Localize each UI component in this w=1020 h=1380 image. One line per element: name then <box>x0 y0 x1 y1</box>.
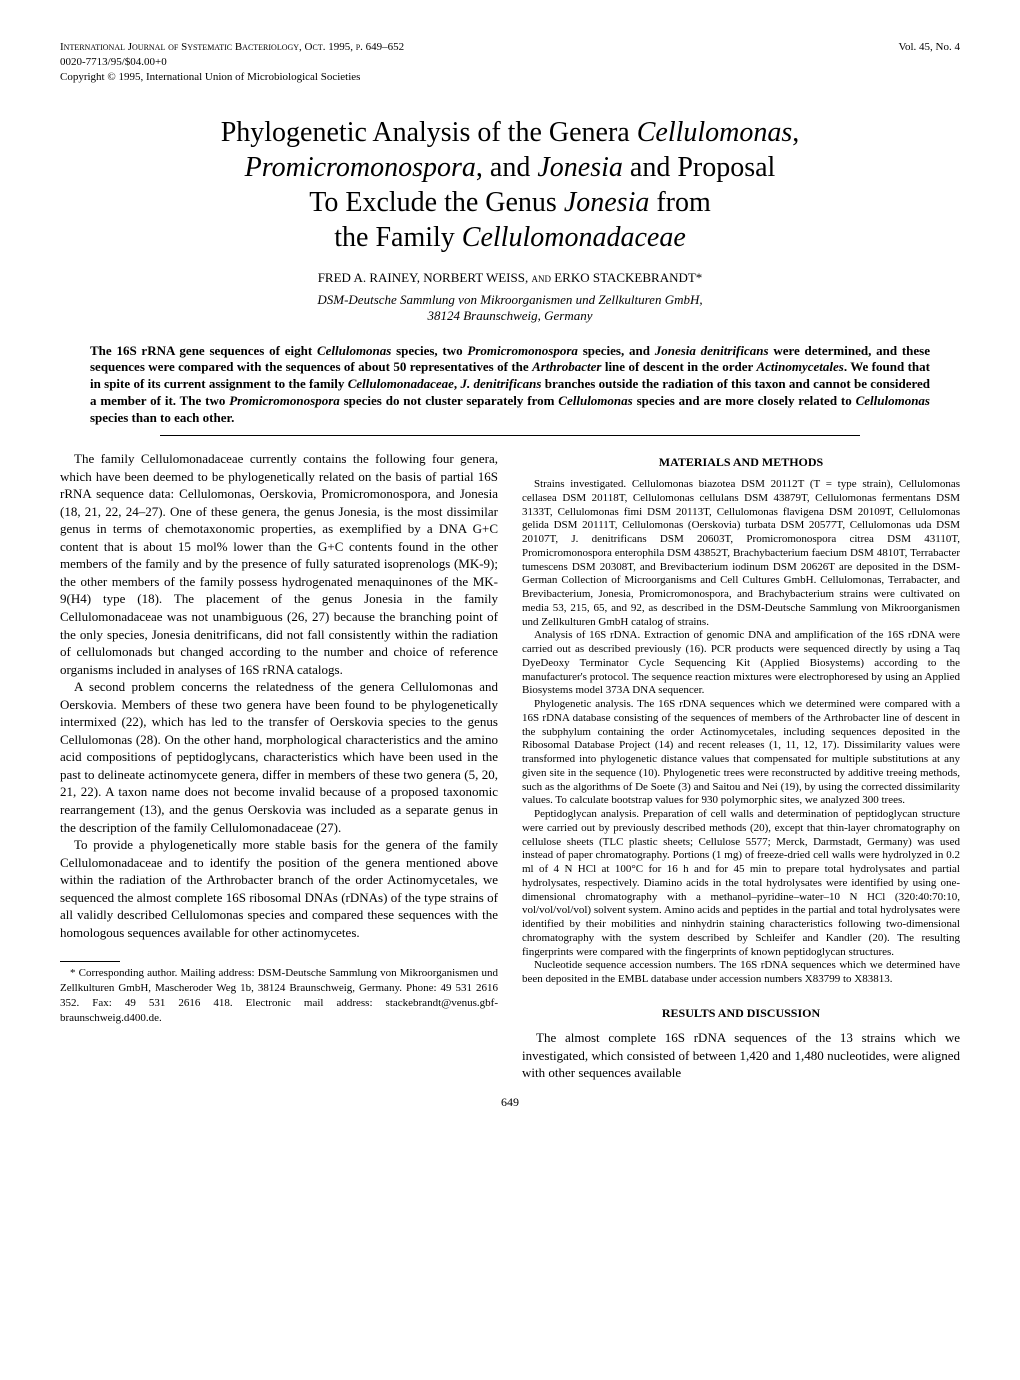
intro-p1: The family Cellulomonadaceae currently c… <box>60 450 498 678</box>
methods-accession: Nucleotide sequence accession numbers. T… <box>522 959 960 987</box>
journal-header: International Journal of Systematic Bact… <box>60 40 960 85</box>
methods-strains: Strains investigated. Cellulomonas biazo… <box>522 478 960 629</box>
journal-line2: 0020-7713/95/$04.00+0 <box>60 55 404 70</box>
footnote-rule <box>60 961 120 962</box>
journal-volume: Vol. 45, No. 4 <box>898 40 960 85</box>
methods-body: Strains investigated. Cellulomonas biazo… <box>522 478 960 987</box>
article-title: Phylogenetic Analysis of the Genera Cell… <box>60 115 960 255</box>
affiliation: DSM-Deutsche Sammlung von Mikroorganisme… <box>60 292 960 325</box>
intro-p2: A second problem concerns the relatednes… <box>60 678 498 836</box>
journal-line1: International Journal of Systematic Bact… <box>60 40 404 55</box>
methods-phylo: Phylogenetic analysis. The 16S rDNA sequ… <box>522 698 960 808</box>
results-p1: The almost complete 16S rDNA sequences o… <box>522 1029 960 1082</box>
affiliation-line1: DSM-Deutsche Sammlung von Mikroorganisme… <box>317 292 702 307</box>
methods-peptido: Peptidoglycan analysis. Preparation of c… <box>522 808 960 959</box>
body-columns: The family Cellulomonadaceae currently c… <box>60 450 960 1082</box>
affiliation-line2: 38124 Braunschweig, Germany <box>427 308 592 323</box>
journal-info-left: International Journal of Systematic Bact… <box>60 40 404 85</box>
results-header: RESULTS AND DISCUSSION <box>522 1005 960 1021</box>
page-number: 649 <box>60 1094 960 1110</box>
methods-analysis: Analysis of 16S rDNA. Extraction of geno… <box>522 629 960 698</box>
methods-header: MATERIALS AND METHODS <box>522 454 960 470</box>
authors: FRED A. RAINEY, NORBERT WEISS, and ERKO … <box>60 269 960 287</box>
title-line1: Phylogenetic Analysis of the Genera Cell… <box>221 117 800 148</box>
rule-divider <box>160 435 860 436</box>
title-line3: To Exclude the Genus Jonesia from <box>309 187 711 218</box>
intro-p3: To provide a phylogenetically more stabl… <box>60 836 498 941</box>
abstract: The 16S rRNA gene sequences of eight Cel… <box>90 343 930 427</box>
corresponding-author-footnote: * Corresponding author. Mailing address:… <box>60 966 498 1025</box>
left-column: The family Cellulomonadaceae currently c… <box>60 450 498 1082</box>
right-column: MATERIALS AND METHODS Strains investigat… <box>522 450 960 1082</box>
journal-line3: Copyright © 1995, International Union of… <box>60 70 404 85</box>
title-line4: the Family Cellulomonadaceae <box>334 222 686 253</box>
title-line2: Promicromonospora, and Jonesia and Propo… <box>245 152 776 183</box>
